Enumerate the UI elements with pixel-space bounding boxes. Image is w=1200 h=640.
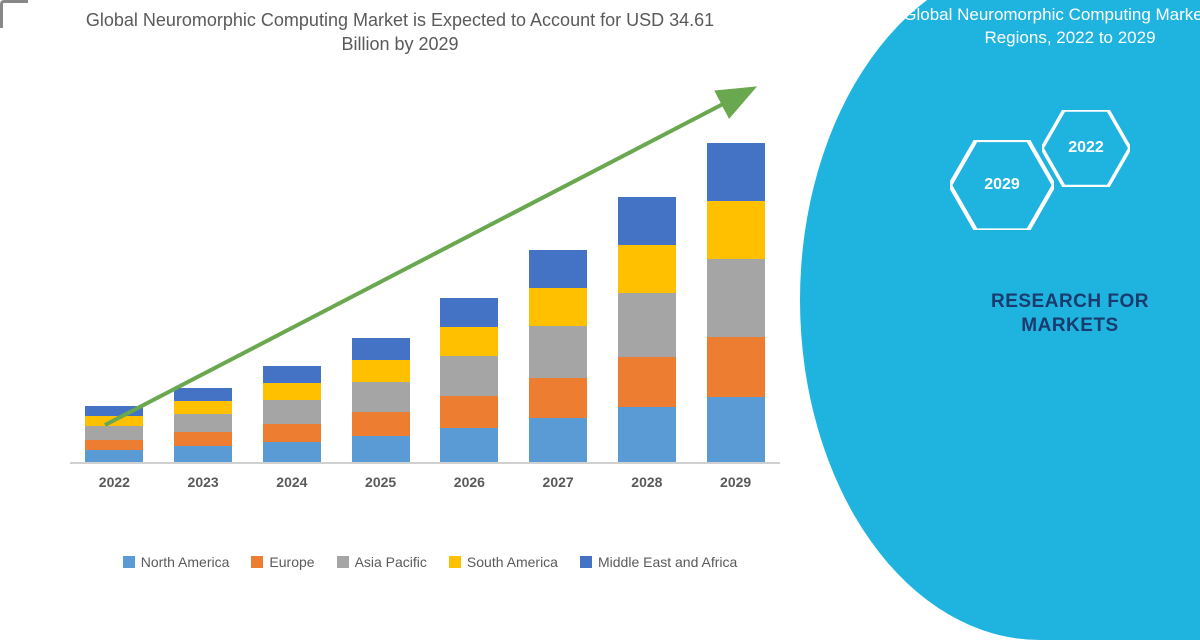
bar-segment (618, 357, 676, 407)
bar-segment (707, 143, 765, 201)
x-axis-labels: 20222023202420252026202720282029 (70, 474, 780, 490)
hexagon-label: 2022 (1068, 139, 1104, 157)
bar-segment (263, 366, 321, 383)
legend-swatch (251, 556, 263, 568)
bar-segment (174, 446, 232, 462)
bar-stack (529, 250, 587, 462)
bar-segment (174, 401, 232, 414)
hexagon-badge: 2022 (1042, 110, 1130, 187)
x-axis-label: 2025 (336, 474, 425, 490)
bar-stack (263, 366, 321, 462)
bar-segment (618, 245, 676, 293)
legend: North America Europe Asia Pacific South Ame… (60, 554, 800, 570)
bar-segment (440, 327, 498, 356)
bar-segment (529, 250, 587, 288)
bar-segment (707, 337, 765, 397)
x-axis-line (70, 462, 780, 464)
legend-label: Asia Pacific (355, 554, 427, 570)
legend-label: South America (467, 554, 558, 570)
bar-stack (85, 406, 143, 462)
hexagon-badge: 2029 (950, 140, 1054, 230)
bar-segment (85, 406, 143, 416)
x-axis-label: 2022 (70, 474, 159, 490)
legend-swatch (123, 556, 135, 568)
right-panel-title: Global Neuromorphic Computing Market, By… (890, 4, 1200, 50)
bar-column (603, 197, 692, 462)
bar-segment (440, 428, 498, 462)
x-axis-label: 2026 (425, 474, 514, 490)
legend-label: North America (141, 554, 230, 570)
bar-stack (618, 197, 676, 462)
bar-segment (707, 397, 765, 462)
legend-item: South America (449, 554, 558, 570)
bar-segment (174, 414, 232, 432)
right-panel: Global Neuromorphic Computing Market, By… (800, 0, 1200, 640)
bar-segment (352, 360, 410, 382)
bars-container (70, 92, 780, 462)
bar-stack (174, 388, 232, 462)
legend-swatch (449, 556, 461, 568)
bar-segment (352, 382, 410, 412)
bar-segment (85, 416, 143, 426)
bar-segment (440, 396, 498, 428)
bar-segment (707, 259, 765, 337)
x-axis-label: 2023 (159, 474, 248, 490)
bar-segment (263, 442, 321, 462)
legend-item: Middle East and Africa (580, 554, 737, 570)
bar-segment (174, 388, 232, 401)
right-panel-inner: Global Neuromorphic Computing Market, By… (890, 4, 1200, 50)
bar-segment (263, 383, 321, 400)
bar-column (159, 388, 248, 462)
x-axis-label: 2028 (603, 474, 692, 490)
brand-text: RESEARCH FOR MARKETS (940, 290, 1200, 338)
legend-label: Middle East and Africa (598, 554, 737, 570)
bar-segment (618, 197, 676, 245)
legend-swatch (580, 556, 592, 568)
bar-segment (352, 436, 410, 462)
bar-column (691, 143, 780, 462)
bar-segment (174, 432, 232, 446)
bar-stack (440, 298, 498, 462)
bar-segment (529, 418, 587, 462)
hexagon-group: 2029 2022 (950, 110, 1190, 250)
bar-segment (352, 412, 410, 436)
bar-column (425, 298, 514, 462)
bar-column (70, 406, 159, 462)
bar-segment (529, 378, 587, 418)
bar-column (514, 250, 603, 462)
x-axis-label: 2024 (248, 474, 337, 490)
legend-item: Asia Pacific (337, 554, 427, 570)
bar-segment (440, 356, 498, 396)
legend-item: Europe (251, 554, 314, 570)
bar-segment (529, 288, 587, 326)
bar-stack (352, 338, 410, 462)
bar-segment (618, 407, 676, 462)
legend-swatch (337, 556, 349, 568)
bar-segment (707, 201, 765, 259)
legend-label: Europe (269, 554, 314, 570)
bar-segment (618, 293, 676, 357)
x-axis-label: 2027 (514, 474, 603, 490)
brand-line-1: RESEARCH FOR (940, 290, 1200, 314)
bar-segment (263, 424, 321, 442)
bar-column (336, 338, 425, 462)
bar-segment (352, 338, 410, 360)
chart-area: 20222023202420252026202720282029 (70, 70, 780, 490)
bar-stack (707, 143, 765, 462)
legend-item: North America (123, 554, 230, 570)
hexagon-label: 2029 (984, 176, 1020, 194)
brand-line-2: MARKETS (940, 314, 1200, 338)
chart-panel: Global Neuromorphic Computing Market is … (0, 0, 800, 600)
bar-segment (263, 400, 321, 424)
x-axis-label: 2029 (691, 474, 780, 490)
chart-title: Global Neuromorphic Computing Market is … (0, 0, 800, 57)
bar-segment (529, 326, 587, 378)
bar-column (248, 366, 337, 462)
bar-segment (85, 440, 143, 450)
bar-segment (440, 298, 498, 327)
bar-segment (85, 426, 143, 440)
bar-segment (85, 450, 143, 462)
